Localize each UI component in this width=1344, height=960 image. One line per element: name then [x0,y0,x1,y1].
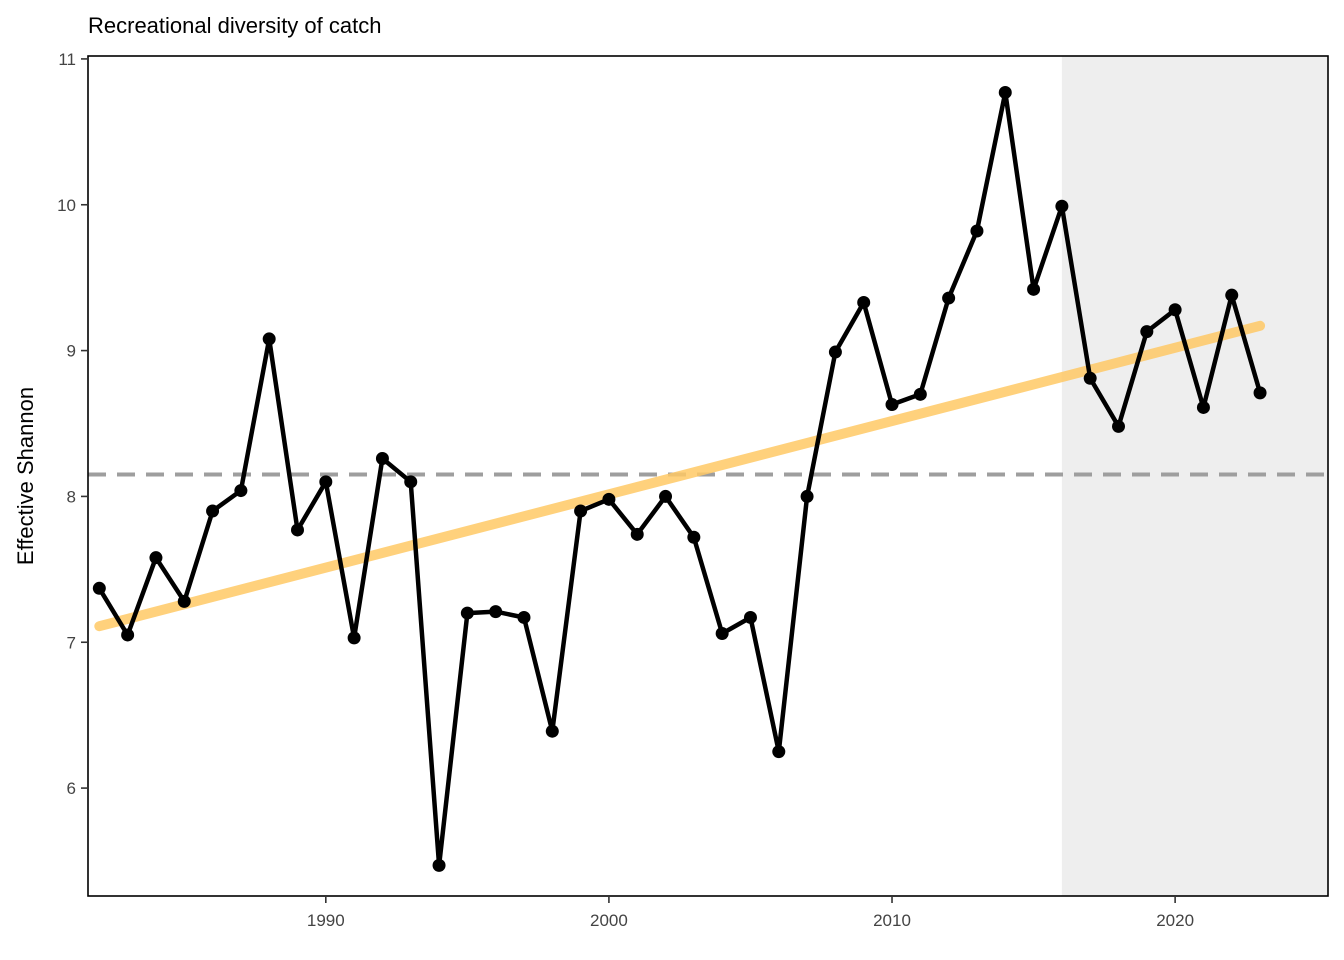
data-point [1168,303,1182,317]
y-tick-label: 11 [58,50,76,69]
trend-line [94,320,1266,632]
data-point [1027,282,1041,296]
data-point [234,484,248,498]
data-point [262,332,276,346]
data-point [404,475,418,489]
data-point [149,551,163,565]
series-line-0 [97,90,1263,868]
data-point [177,594,191,608]
y-tick-label: 7 [67,633,76,652]
data-point [517,610,531,624]
data-point [1196,400,1210,414]
data-point [743,610,757,624]
data-point [800,489,814,503]
y-tick-label: 8 [67,487,76,506]
y-tick-label: 9 [67,342,76,361]
data-point [347,631,361,645]
data-point [659,489,673,503]
x-tick-label: 2010 [873,911,911,930]
data-point [574,504,588,518]
data-point [970,224,984,238]
data-point [290,523,304,537]
data-point [460,606,474,620]
data-point [998,85,1012,99]
data-point [885,398,899,412]
data-point [1112,419,1126,433]
data-point [319,475,333,489]
data-point [828,345,842,359]
y-tick-label: 10 [57,196,76,215]
data-point [715,627,729,640]
x-tick-label: 2020 [1156,911,1194,930]
data-point [942,291,956,305]
data-point [913,387,927,401]
data-point [772,745,786,759]
data-point [687,530,701,544]
data-point [857,295,871,309]
data-point [630,527,644,541]
data-point [545,724,559,738]
data-point [489,605,503,619]
x-tick-label: 1990 [307,911,345,930]
data-point [1253,386,1267,400]
data-point [1055,199,1069,213]
data-point [602,492,616,506]
chart-title: Recreational diversity of catch [88,13,381,38]
data-point [121,628,135,642]
panel-border [87,55,1329,897]
data-point [206,504,220,518]
data-point [432,858,446,872]
data-point [375,452,389,465]
y-tick-label: 6 [67,779,76,798]
x-tick-label: 2000 [590,911,628,930]
data-point [1140,325,1154,339]
data-point [92,581,106,595]
data-point [1083,371,1097,385]
y-axis-label: Effective Shannon [13,387,38,565]
plot-area: 1990 2000 2010 2020 6 7 8 9 10 11 [57,50,1329,930]
data-point [1225,288,1239,302]
